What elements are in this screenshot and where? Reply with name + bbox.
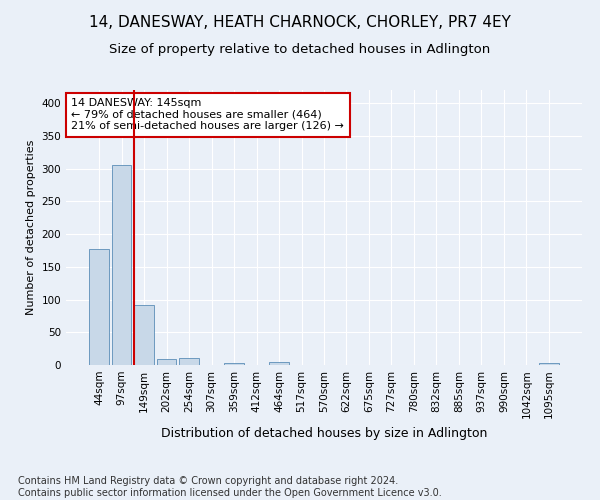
Y-axis label: Number of detached properties: Number of detached properties [26,140,36,315]
Bar [112,166,131,365]
Text: 14, DANESWAY, HEATH CHARNOCK, CHORLEY, PR7 4EY: 14, DANESWAY, HEATH CHARNOCK, CHORLEY, P… [89,15,511,30]
Bar [157,359,176,365]
Bar [539,363,559,365]
Text: 14 DANESWAY: 145sqm
← 79% of detached houses are smaller (464)
21% of semi-detac: 14 DANESWAY: 145sqm ← 79% of detached ho… [71,98,344,132]
Bar [224,363,244,365]
Bar [269,362,289,365]
Bar [179,358,199,365]
Text: Size of property relative to detached houses in Adlington: Size of property relative to detached ho… [109,42,491,56]
Text: Contains HM Land Registry data © Crown copyright and database right 2024.
Contai: Contains HM Land Registry data © Crown c… [18,476,442,498]
Bar [89,249,109,365]
X-axis label: Distribution of detached houses by size in Adlington: Distribution of detached houses by size … [161,427,487,440]
Bar [134,305,154,365]
